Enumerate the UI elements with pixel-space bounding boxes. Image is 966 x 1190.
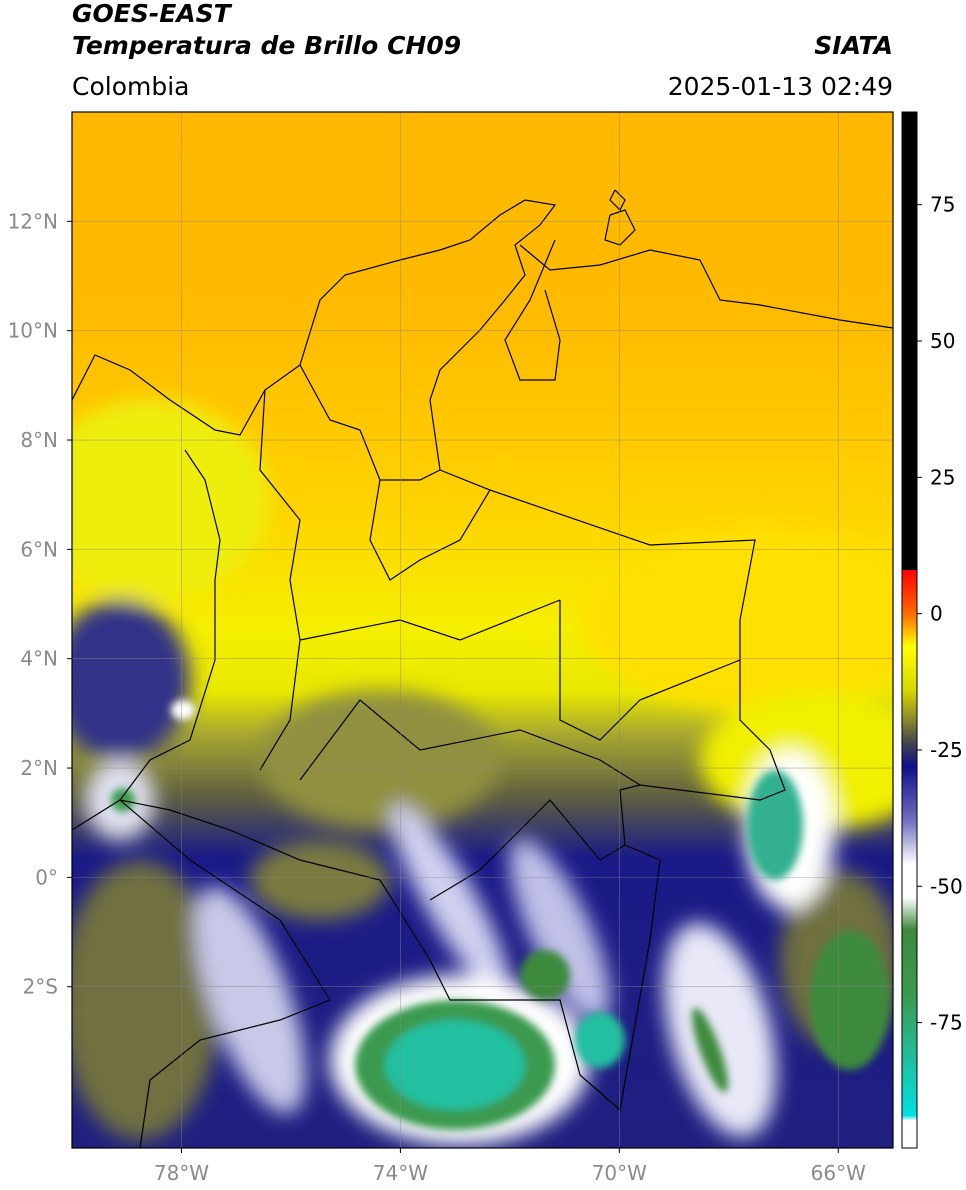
x-tick-label: 70°W [592, 1161, 647, 1185]
borders [72, 189, 893, 1148]
colorbar-tick-label: 75 [930, 193, 955, 217]
satellite-image [72, 112, 893, 1148]
y-tick-label: 2°S [23, 975, 58, 999]
y-tick-label: 6°N [20, 537, 58, 561]
colorbar-tick-label: 0 [930, 602, 943, 626]
graticule [72, 112, 893, 1148]
colorbar-tick-label: 25 [930, 465, 955, 489]
colorbar-tick-label: -75 [930, 1011, 963, 1035]
datetime: 2025-01-13 02:49 [668, 72, 893, 101]
region: Colombia [72, 72, 189, 101]
colorbar-tick-label: 50 [930, 329, 955, 353]
source: SIATA [814, 31, 893, 60]
x-tick-label: 66°W [811, 1161, 866, 1185]
colorbar [901, 111, 918, 1149]
x-tick-label: 78°W [154, 1161, 209, 1185]
colorbar-tick-label: -50 [930, 874, 963, 898]
y-tick-label: 12°N [8, 209, 58, 233]
y-tick-label: 8°N [20, 428, 58, 452]
y-tick-label: 4°N [20, 647, 58, 671]
map-frame [71, 111, 894, 1149]
y-tick-label: 10°N [8, 319, 58, 343]
colorbar-tick-label: -25 [930, 738, 963, 762]
title: GOES-EAST [72, 0, 233, 28]
x-tick-label: 74°W [373, 1161, 428, 1185]
cold-tops [111, 700, 890, 1130]
y-tick-label: 0° [35, 865, 58, 889]
subtitle: Temperatura de Brillo CH09 [72, 31, 461, 60]
y-tick-label: 2°N [20, 756, 58, 780]
